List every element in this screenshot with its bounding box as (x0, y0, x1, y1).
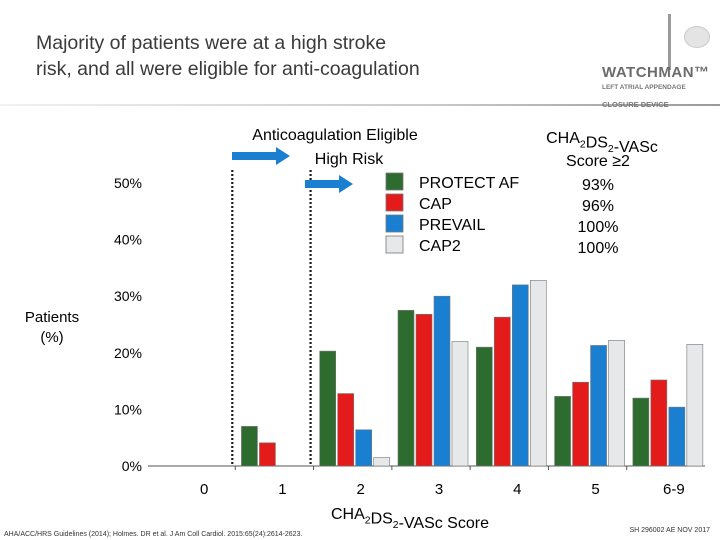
title-line-2: risk, and all were eligible for anti-coa… (36, 58, 420, 80)
y-axis-label-line-1: Patients (25, 309, 79, 326)
logo-seal-icon (684, 26, 710, 48)
high-risk-arrow-icon (305, 175, 353, 193)
watchman-logo: WATCHMAN™ LEFT ATRIAL APPENDAGE CLOSURE … (602, 14, 714, 109)
x-axis-label: CHA2DS2-VASc Score (331, 506, 489, 532)
high-risk-label: High Risk (315, 151, 384, 168)
score-box-title-line-1: CHA2DS2-VASc (546, 130, 658, 156)
legend-swatch (385, 235, 404, 254)
y-tick-label: 40% (114, 232, 142, 248)
bar-protect-af (632, 397, 650, 467)
slide-code: SH 296002 AE NOV 2017 (629, 527, 710, 534)
bar-protect-af (554, 396, 571, 467)
legend-swatch (385, 193, 404, 212)
bar-cap (572, 381, 589, 467)
bar-cap (415, 314, 433, 467)
x-tick-label: 6-9 (663, 481, 685, 498)
bar-protect-af (475, 346, 493, 467)
logo-name: WATCHMAN™ (602, 64, 710, 81)
bar-prevail (355, 429, 373, 467)
legend-swatch (385, 214, 404, 233)
bar-prevail (433, 295, 451, 467)
eligible-arrow-icon (232, 147, 290, 165)
legend-label: CAP2 (419, 238, 461, 255)
score-box-value: 93% (582, 177, 614, 194)
x-tick-label: 3 (435, 481, 443, 498)
y-axis-label-line-2: (%) (40, 329, 63, 346)
y-tick-label: 10% (114, 401, 142, 417)
bar-cap (493, 316, 511, 467)
logo-tagline-1: LEFT ATRIAL APPENDAGE (602, 84, 686, 91)
score-box-value: 96% (582, 198, 614, 215)
bar-cap2 (373, 457, 391, 467)
y-tick-label: 0% (122, 458, 142, 474)
bar-prevail (590, 345, 607, 467)
legend-swatch (385, 172, 404, 191)
footnote: AHA/ACC/HRS Guidelines (2014); Holmes. D… (4, 531, 303, 538)
title-line-1: Majority of patients were at a high stro… (36, 32, 387, 54)
bar-prevail (511, 284, 529, 467)
legend-label: PREVAIL (419, 217, 486, 234)
bar-protect-af (397, 310, 415, 467)
bar-cap (650, 379, 668, 467)
score-box-value: 100% (578, 219, 619, 236)
bar-prevail (668, 406, 686, 467)
bar-cap2 (686, 344, 704, 467)
logo-tagline-2: CLOSURE DEVICE (602, 100, 669, 109)
legend-label: PROTECT AF (419, 175, 519, 192)
y-tick-label: 20% (114, 345, 142, 361)
x-tick-label: 0 (200, 481, 208, 498)
bar-cap2 (529, 280, 547, 467)
slide-header (0, 0, 720, 112)
bar-cap2 (608, 340, 625, 467)
x-tick-label: 5 (591, 481, 599, 498)
slide-title: Majority of patients were at a high stro… (36, 30, 556, 82)
y-tick-label: 50% (114, 175, 142, 191)
y-tick-label: 30% (114, 288, 142, 304)
bar-protect-af (241, 426, 258, 467)
header-rule (0, 104, 720, 106)
bar-protect-af (319, 350, 337, 467)
anticoag-eligible-label: Anticoagulation Eligible (252, 127, 418, 144)
bar-cap (337, 393, 355, 467)
bar-cap (259, 442, 276, 467)
score-box-value: 100% (578, 240, 619, 257)
x-tick-label: 2 (357, 481, 365, 498)
logo-divider (668, 14, 671, 70)
x-tick-label: 4 (513, 481, 521, 498)
bar-cap2 (451, 341, 469, 467)
score-box-title-line-2: Score ≥2 (566, 153, 630, 170)
x-tick-label: 1 (278, 481, 286, 498)
legend-label: CAP (419, 196, 452, 213)
